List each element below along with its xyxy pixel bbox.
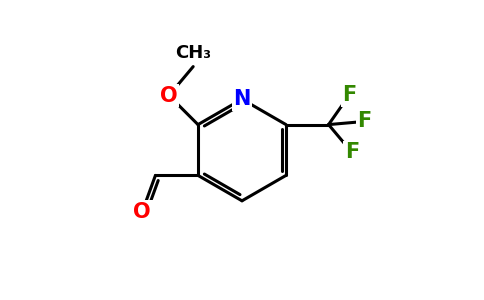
Text: F: F xyxy=(345,142,359,162)
Text: N: N xyxy=(233,89,251,109)
Text: O: O xyxy=(134,202,151,222)
Text: O: O xyxy=(160,85,178,106)
Text: CH₃: CH₃ xyxy=(175,44,211,62)
Text: F: F xyxy=(342,85,357,105)
Text: F: F xyxy=(358,111,372,131)
